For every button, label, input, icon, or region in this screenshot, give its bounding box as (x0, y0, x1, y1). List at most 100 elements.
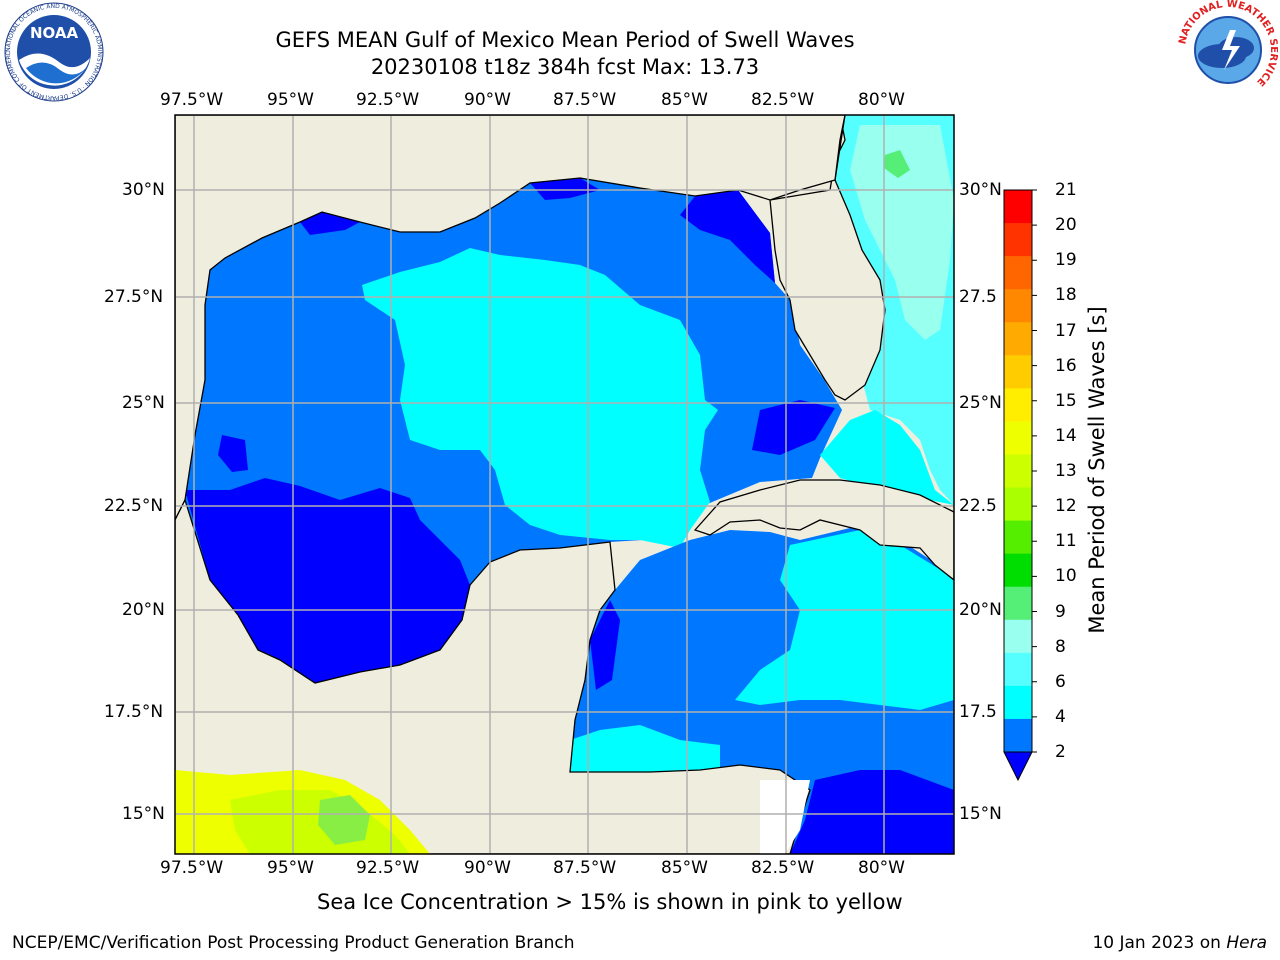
colorbar-label: 16 (1055, 355, 1077, 376)
colorbar-label: 8 (1055, 636, 1066, 657)
mexico-land (175, 498, 811, 854)
lat-tick-right: 30°N (959, 180, 1002, 200)
colorbar-label: 21 (1055, 180, 1077, 200)
map-frame (174, 114, 955, 855)
lon-tick-bottom: 82.5°W (751, 858, 815, 878)
colorbar-segment (1004, 289, 1032, 323)
caribbean-cyan-south (565, 725, 720, 772)
colorbar-segment (1004, 652, 1032, 687)
gulf-deep-keys (752, 400, 835, 455)
caribbean-deep-south (790, 770, 954, 854)
sea-ice-note: Sea Ice Concentration > 15% is shown in … (317, 890, 903, 914)
colorbar-label: 19 (1055, 250, 1077, 271)
colorbar-segment (1004, 256, 1032, 290)
colorbar-segment (1004, 553, 1032, 588)
lon-tick-bottom: 90°W (464, 858, 511, 878)
lon-tick-bottom: 85°W (661, 858, 708, 878)
lat-tick-right: 15°N (959, 804, 1002, 824)
colorbar-label: 17 (1055, 320, 1077, 341)
lon-tick-bottom: 92.5°W (356, 858, 420, 878)
lon-tick-bottom: 87.5°W (553, 858, 617, 878)
lon-tick-top: 82.5°W (751, 90, 815, 110)
colorbar-segment (1004, 487, 1032, 522)
gulf-loop-cyan (362, 248, 718, 548)
colorbar-segment (1004, 322, 1032, 356)
colorbar-label: 12 (1055, 496, 1077, 517)
lon-tick-top: 97.5°W (160, 90, 224, 110)
lat-tick-left: 25°N (122, 393, 165, 413)
colorbar (1003, 189, 1037, 782)
colorbar-segment (1004, 718, 1032, 753)
lon-tick-bottom: 80°W (858, 858, 905, 878)
colorbar-label: 10 (1055, 566, 1077, 587)
lon-tick-bottom: 97.5°W (160, 858, 224, 878)
florida-land (769, 115, 886, 401)
lon-tick-top: 87.5°W (553, 90, 617, 110)
lon-tick-top: 95°W (267, 90, 314, 110)
lat-tick-left: 22.5°N (104, 496, 164, 516)
footer-date: 10 Jan 2023 on Hera (1092, 933, 1267, 953)
colorbar-label: 9 (1055, 601, 1066, 622)
lat-tick-left: 15°N (122, 804, 165, 824)
chart-subtitle: 20230108 t18z 384h fcst Max: 13.73 (370, 55, 760, 79)
ice-field-green (318, 795, 370, 845)
gulf-deep-patch (218, 435, 248, 472)
colorbar-label: 14 (1055, 425, 1077, 446)
colorbar-label: 20 (1055, 215, 1077, 236)
lon-tick-top: 80°W (858, 90, 905, 110)
colorbar-segment (1004, 685, 1032, 720)
lon-tick-top: 90°W (464, 90, 511, 110)
caribbean-cyan-band (735, 530, 954, 710)
atlantic-lightcyan (850, 125, 954, 340)
nws-logo: NATIONAL WEATHER SERVICE (1178, 0, 1278, 99)
us-land (175, 115, 846, 521)
sea-ice-note-text: Sea Ice Concentration > 15% is shown in … (317, 890, 903, 914)
colorbar-segment (1004, 388, 1032, 422)
chart-title: GEFS MEAN Gulf of Mexico Mean Period of … (275, 28, 855, 52)
colorbar-segment (1004, 421, 1032, 455)
footer-credit: NCEP/EMC/Verification Post Processing Pr… (12, 933, 575, 953)
colorbar-label: 18 (1055, 285, 1077, 306)
noaa-text: NOAA (30, 24, 79, 42)
lat-tick-left: 27.5°N (104, 287, 164, 307)
noaa-logo: NATIONAL OCEANIC AND ATMOSPHERIC ADMINIS… (4, 2, 104, 102)
gulf-deep-north (530, 178, 600, 200)
lon-tick-top: 92.5°W (356, 90, 420, 110)
lat-tick-right: 17.5 (959, 702, 997, 722)
lat-tick-left: 20°N (122, 600, 165, 620)
footer-host: Hera (1226, 933, 1267, 953)
footer-date-text: 10 Jan 2023 on (1092, 933, 1221, 953)
colorbar-segment (1004, 619, 1032, 654)
atlantic-green-spot (884, 150, 910, 178)
lat-tick-right: 20°N (959, 600, 1002, 620)
gulf-deep-west (185, 478, 470, 683)
lat-tick-left: 30°N (122, 180, 165, 200)
colorbar-segment (1004, 520, 1032, 555)
colorbar-segment (1004, 586, 1032, 621)
colorbar-label: 15 (1055, 390, 1077, 411)
lat-tick-right: 27.5 (959, 287, 997, 307)
colorbar-segment (1004, 454, 1032, 489)
colorbar-segment (1004, 223, 1032, 257)
no-data-patch (760, 780, 810, 854)
colorbar-under-arrow (1003, 751, 1033, 782)
lat-tick-right: 25°N (959, 393, 1002, 413)
cuba-land (693, 479, 954, 581)
colorbar-label: 13 (1055, 461, 1077, 481)
lat-tick-right: 22.5 (959, 496, 997, 516)
colorbar-label: 2 (1055, 742, 1066, 762)
lon-tick-top: 85°W (661, 90, 708, 110)
colorbar-segment (1004, 190, 1032, 224)
map-gridlines (175, 115, 954, 854)
gulf-deep-texas (300, 212, 360, 235)
colorbar-label: 6 (1055, 671, 1066, 692)
lon-tick-bottom: 95°W (267, 858, 314, 878)
colorbar-label: 4 (1055, 706, 1066, 727)
colorbar-title: Mean Period of Swell Waves [s] (1085, 306, 1109, 634)
lat-tick-left: 17.5°N (104, 702, 164, 722)
caribbean-deep-west (590, 600, 620, 690)
gulf-deep-east (680, 190, 775, 283)
colorbar-segment (1004, 355, 1032, 389)
colorbar-label: 11 (1055, 531, 1077, 552)
